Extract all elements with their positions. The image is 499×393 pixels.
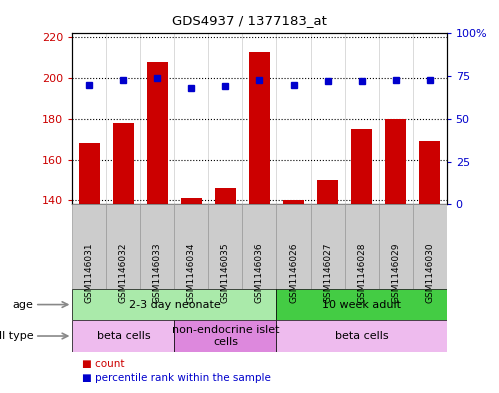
Text: GSM1146029: GSM1146029 [391,242,400,303]
Text: GSM1146027: GSM1146027 [323,242,332,303]
Bar [413,204,447,289]
Bar [175,204,209,289]
Bar [379,204,413,289]
Text: ■ count: ■ count [82,360,125,369]
Bar [385,119,406,204]
Bar [72,204,106,289]
Bar [243,204,276,289]
Bar [351,129,372,204]
Bar [147,62,168,204]
Text: 10 week adult: 10 week adult [322,299,401,310]
Bar [276,320,447,352]
Text: cell type: cell type [0,331,33,341]
Bar [215,188,236,204]
Text: GSM1146033: GSM1146033 [153,242,162,303]
Bar [79,143,100,204]
Text: age: age [12,299,33,310]
Text: ■ percentile rank within the sample: ■ percentile rank within the sample [82,373,271,383]
Bar [72,289,276,320]
Text: GSM1146036: GSM1146036 [255,242,264,303]
Bar [106,204,140,289]
Text: GSM1146034: GSM1146034 [187,242,196,303]
Bar [276,289,447,320]
Text: beta cells: beta cells [335,331,388,341]
Bar [175,320,276,352]
Bar [276,204,310,289]
Bar [140,204,175,289]
Text: GSM1146030: GSM1146030 [425,242,434,303]
Text: 2-3 day neonate: 2-3 day neonate [129,299,220,310]
Text: GSM1146032: GSM1146032 [119,242,128,303]
Bar [283,200,304,204]
Text: beta cells: beta cells [97,331,150,341]
Bar [317,180,338,204]
Text: non-endocrine islet
cells: non-endocrine islet cells [172,325,279,347]
Text: GDS4937 / 1377183_at: GDS4937 / 1377183_at [172,14,327,27]
Bar [72,320,175,352]
Bar [113,123,134,204]
Bar [250,52,269,204]
Text: GSM1146026: GSM1146026 [289,242,298,303]
Bar [419,141,440,204]
Bar [344,204,379,289]
Text: GSM1146031: GSM1146031 [85,242,94,303]
Bar [181,198,202,204]
Bar [209,204,243,289]
Text: GSM1146028: GSM1146028 [357,242,366,303]
Bar [310,204,344,289]
Text: GSM1146035: GSM1146035 [221,242,230,303]
